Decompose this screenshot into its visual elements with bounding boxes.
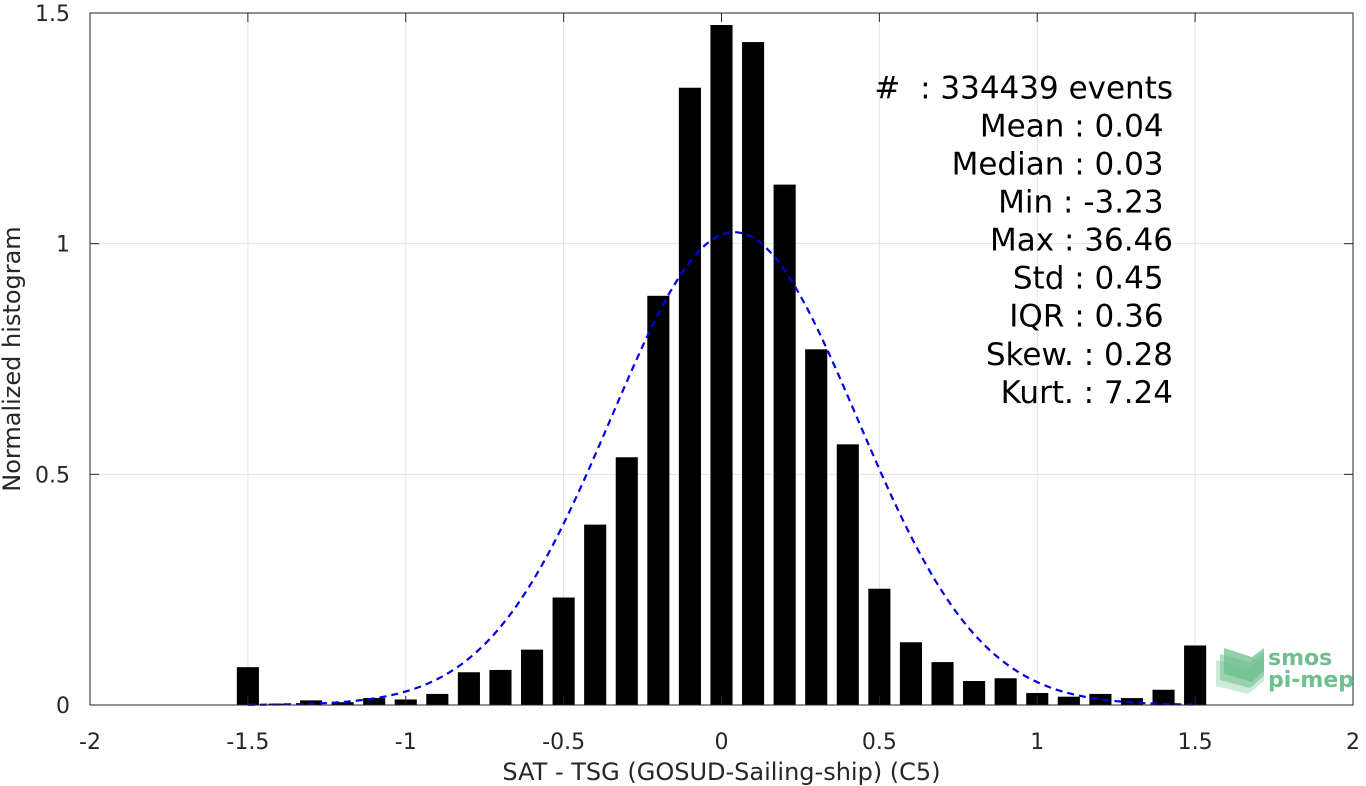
histogram-bar: [615, 457, 638, 705]
histogram-bar: [1152, 689, 1175, 705]
histogram-bar: [931, 662, 954, 705]
logo-waves-icon: [1216, 648, 1264, 694]
y-tick-label: 0: [56, 694, 70, 719]
smos-pi-mep-logo: smos pi-mep: [1216, 646, 1354, 694]
histogram-bar: [1089, 693, 1112, 705]
histogram-bar: [773, 184, 796, 706]
histogram-bar: [268, 703, 291, 705]
logo-text-smos: smos: [1268, 646, 1332, 671]
x-tick-labels: -2 -1.5 -1 -0.5 0 0.5 1 1.5 2: [79, 730, 1360, 755]
x-tick-label: 1.5: [1178, 730, 1213, 755]
y-axis-title: Normalized histogram: [0, 226, 26, 491]
stat-annotation: Skew. : 0.28: [986, 337, 1173, 373]
stat-annotation: Kurt. : 7.24: [1001, 375, 1173, 411]
histogram-bar: [584, 524, 607, 705]
histogram-bar: [742, 42, 765, 705]
gaussian-fit-curve: [247, 231, 1196, 706]
y-tick-label: 1: [56, 233, 70, 258]
stat-annotation: Mean : 0.04: [980, 108, 1164, 144]
logo-wave-layer: [1224, 648, 1264, 682]
x-tick-label: -1: [395, 730, 417, 755]
histogram-bars: [236, 24, 1207, 706]
stat-annotation: Std : 0.45: [1013, 261, 1164, 297]
histogram-bar: [489, 669, 512, 705]
histogram-bar: [1184, 645, 1207, 705]
axis-ticks: [89, 12, 1354, 706]
histogram-bar: [868, 588, 891, 705]
histogram-bar: [836, 444, 859, 705]
logo-text-pi-mep: pi-mep: [1268, 668, 1354, 693]
x-tick-label: -2: [79, 730, 101, 755]
histogram-bar: [552, 597, 575, 705]
histogram-bar: [1057, 696, 1080, 705]
stat-annotation: Min : -3.23: [998, 185, 1163, 221]
stat-annotation: # : 334439 events: [874, 70, 1173, 106]
x-tick-label: 0: [715, 730, 729, 755]
histogram-bar: [899, 642, 923, 705]
y-tick-label: 1.5: [35, 2, 70, 27]
histogram-bar: [236, 667, 259, 705]
x-tick-label: -1.5: [226, 730, 269, 755]
histogram-bar: [963, 681, 986, 705]
x-tick-label: 2: [1346, 730, 1360, 755]
x-axis-title: SAT - TSG (GOSUD-Sailing-ship) (C5): [502, 758, 940, 786]
histogram-bar: [805, 349, 828, 705]
histogram-bar: [331, 702, 354, 705]
histogram-bar: [520, 649, 544, 705]
stat-annotation: Median : 0.03: [952, 146, 1164, 182]
histogram-bar: [647, 295, 670, 705]
histogram-bar: [710, 24, 733, 705]
histogram-bar: [426, 693, 449, 705]
stat-annotation: Max : 36.46: [990, 223, 1173, 259]
x-tick-label: 1: [1030, 730, 1044, 755]
x-tick-label: -0.5: [542, 730, 585, 755]
histogram-bar: [994, 678, 1017, 705]
stat-annotation: IQR : 0.36: [1009, 299, 1163, 335]
y-tick-label: 0.5: [35, 463, 70, 488]
histogram-bar: [363, 698, 386, 705]
histogram-bar: [678, 87, 701, 705]
histogram-bar: [457, 672, 480, 705]
y-tick-labels: 0 0.5 1 1.5: [35, 2, 70, 719]
x-tick-label: 0.5: [862, 730, 897, 755]
